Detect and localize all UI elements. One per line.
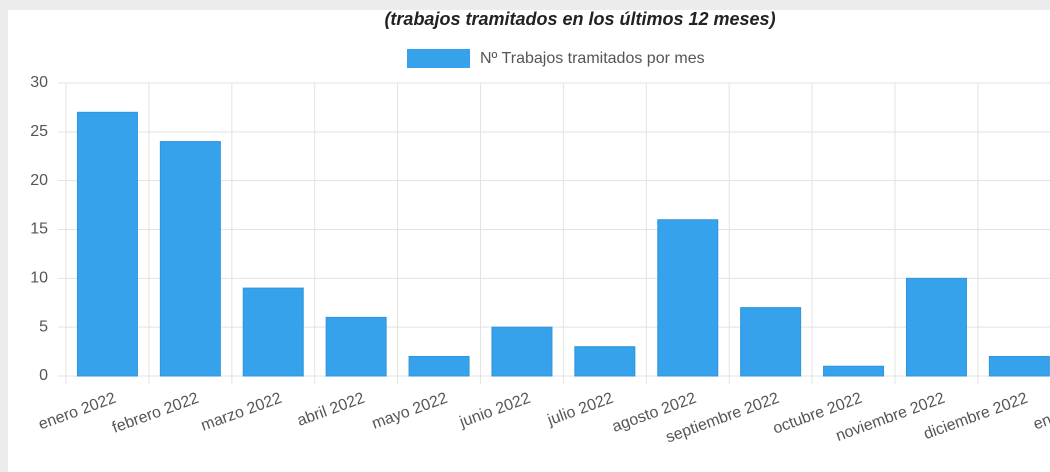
bar: [325, 316, 387, 377]
bar: [491, 326, 553, 377]
y-tick-label: 25: [30, 123, 48, 140]
x-tick: julio 2022: [545, 390, 616, 430]
left-strip: [0, 0, 8, 472]
bar: [574, 346, 636, 377]
x-tick-label: julio 2022: [545, 390, 616, 430]
bar: [740, 307, 802, 377]
y-tick-label: 20: [30, 172, 48, 189]
x-tick-label: junio 2022: [457, 390, 533, 432]
bar: [76, 111, 138, 377]
top-strip: [0, 0, 1050, 10]
x-tick-label: abril 2022: [295, 390, 367, 430]
x-tick: enero 2023: [1031, 390, 1050, 434]
bar: [823, 365, 885, 377]
chart-title: (trabajos tramitados en los últimos 12 m…: [384, 9, 775, 29]
x-tick: mayo 2022: [370, 390, 450, 433]
x-tick-label: enero 2023: [1031, 390, 1050, 434]
x-tick: junio 2022: [457, 390, 533, 432]
x-tick: febrero 2022: [110, 390, 201, 437]
bar: [905, 277, 967, 377]
x-tick: abril 2022: [295, 390, 367, 430]
legend-swatch: [407, 49, 470, 68]
y-tick-label: 0: [39, 367, 48, 384]
y-tick-label: 5: [39, 318, 48, 335]
bar: [408, 355, 470, 377]
bar: [657, 219, 719, 377]
bar: [159, 141, 221, 377]
y-tick-label: 30: [30, 74, 48, 91]
legend-label: Nº Trabajos tramitados por mes: [480, 50, 705, 67]
y-tick-label: 10: [30, 270, 48, 287]
x-tick: marzo 2022: [199, 390, 284, 435]
x-tick-label: mayo 2022: [370, 390, 450, 433]
y-tick-label: 15: [30, 221, 48, 238]
x-tick: enero 2022: [36, 390, 118, 434]
x-tick-label: febrero 2022: [110, 390, 201, 437]
x-tick-label: marzo 2022: [199, 390, 284, 435]
x-tick-label: enero 2022: [36, 390, 118, 434]
bar: [988, 355, 1050, 377]
bar: [242, 287, 304, 377]
